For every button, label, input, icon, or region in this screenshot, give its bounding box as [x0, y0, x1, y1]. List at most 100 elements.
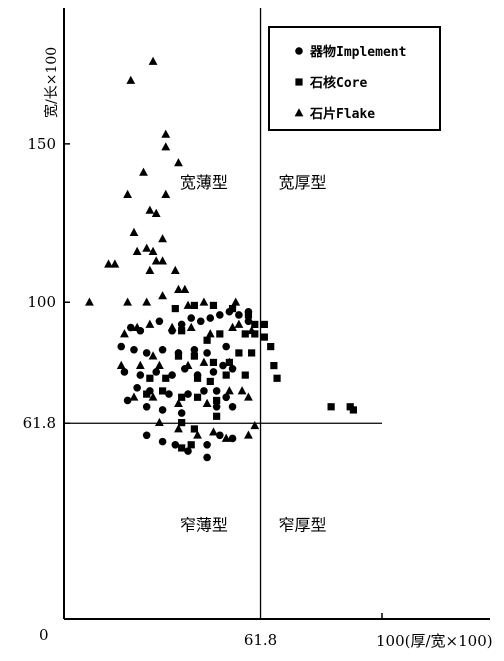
circle-point [130, 345, 138, 354]
circle-point [171, 440, 180, 449]
circle-point [177, 409, 186, 417]
x-tick-label: 61.8 [244, 631, 277, 649]
triangle-point [129, 227, 139, 236]
square-point [146, 374, 154, 382]
triangle-point [224, 357, 234, 366]
triangle-point [116, 360, 126, 369]
triangle-point [123, 189, 132, 198]
square-point [273, 374, 281, 382]
triangle-point [132, 322, 142, 331]
triangle-point [135, 360, 145, 369]
region-label: 宽薄型 [180, 173, 228, 192]
circle-point [155, 317, 164, 326]
square-point [143, 390, 151, 398]
circle-point [120, 368, 129, 376]
series-square [143, 301, 357, 452]
triangle-point [228, 322, 237, 331]
triangle-point [142, 243, 152, 252]
triangle-point [205, 329, 215, 338]
circle-point [190, 345, 199, 354]
triangle-point [123, 297, 132, 306]
circle-point [216, 311, 224, 319]
legend-circle-icon [295, 47, 303, 55]
x-axis-title: 100(厚/宽×100) [376, 632, 493, 650]
circle-point [184, 447, 192, 455]
series-triangle [85, 56, 260, 442]
y-tick-label: 100 [27, 293, 56, 311]
triangle-point [174, 398, 183, 408]
legend-square-icon [295, 78, 303, 86]
circle-point [123, 396, 132, 405]
square-point [235, 349, 243, 357]
square-point [241, 330, 249, 338]
square-point [174, 352, 183, 360]
square-point [193, 393, 202, 401]
data-points [85, 56, 357, 462]
triangle-point [180, 284, 190, 293]
square-point [248, 349, 256, 357]
square-point [206, 377, 214, 386]
square-point [270, 361, 278, 370]
triangle-point [174, 284, 183, 293]
series-circle [117, 307, 253, 462]
legend-label: 石核Core [309, 75, 367, 91]
triangle-point [158, 234, 167, 243]
circle-point [177, 320, 186, 329]
circle-point [235, 311, 243, 319]
triangle-point [148, 56, 158, 65]
circle-point [158, 345, 167, 354]
y-tick-label: 150 [27, 135, 56, 153]
triangle-point [186, 322, 196, 331]
circle-point [228, 402, 237, 411]
circle-point [206, 314, 215, 322]
triangle-point [174, 424, 183, 433]
square-point [244, 311, 253, 319]
circle-point [244, 317, 253, 326]
triangle-point [183, 300, 193, 309]
triangle-point [132, 246, 142, 255]
triangle-point [237, 386, 247, 395]
legend-label: 器物Implement [309, 44, 406, 60]
triangle-point [104, 259, 113, 268]
triangle-point [161, 129, 171, 138]
circle-point [216, 431, 224, 440]
triangle-point [161, 142, 171, 151]
square-point [327, 403, 335, 411]
square-point [190, 425, 198, 433]
circle-point [203, 440, 211, 449]
square-point [251, 320, 259, 329]
triangle-point [199, 297, 209, 306]
circle-point [152, 368, 161, 376]
square-point [260, 333, 268, 341]
region-label: 窄薄型 [180, 515, 228, 534]
circle-point [196, 317, 205, 326]
y-tick-label: 61.8 [23, 414, 56, 432]
origin-label: 0 [39, 626, 49, 644]
circle-point [203, 349, 211, 357]
triangle-point [193, 430, 202, 439]
triangle-point [167, 322, 177, 331]
square-point [260, 320, 268, 329]
circle-point [222, 342, 230, 351]
triangle-point [170, 265, 180, 274]
square-point [222, 371, 230, 379]
square-point [178, 393, 186, 401]
circle-point [126, 323, 135, 332]
triangle-point [174, 158, 183, 167]
circle-point [133, 383, 141, 392]
circle-point [117, 342, 126, 351]
square-point [162, 374, 170, 382]
triangle-point [161, 189, 171, 198]
circle-point [142, 431, 151, 440]
y-axis-title: 宽/长×100 [43, 47, 60, 118]
legend: 器物Implement 石核Core 石片Flake [268, 26, 441, 131]
triangle-point [247, 325, 257, 335]
triangle-point [148, 392, 158, 401]
square-point [171, 304, 179, 313]
triangle-point [145, 319, 155, 328]
circle-point [158, 406, 167, 414]
triangle-point [155, 360, 164, 369]
square-point [213, 412, 221, 420]
square-point [203, 336, 211, 344]
